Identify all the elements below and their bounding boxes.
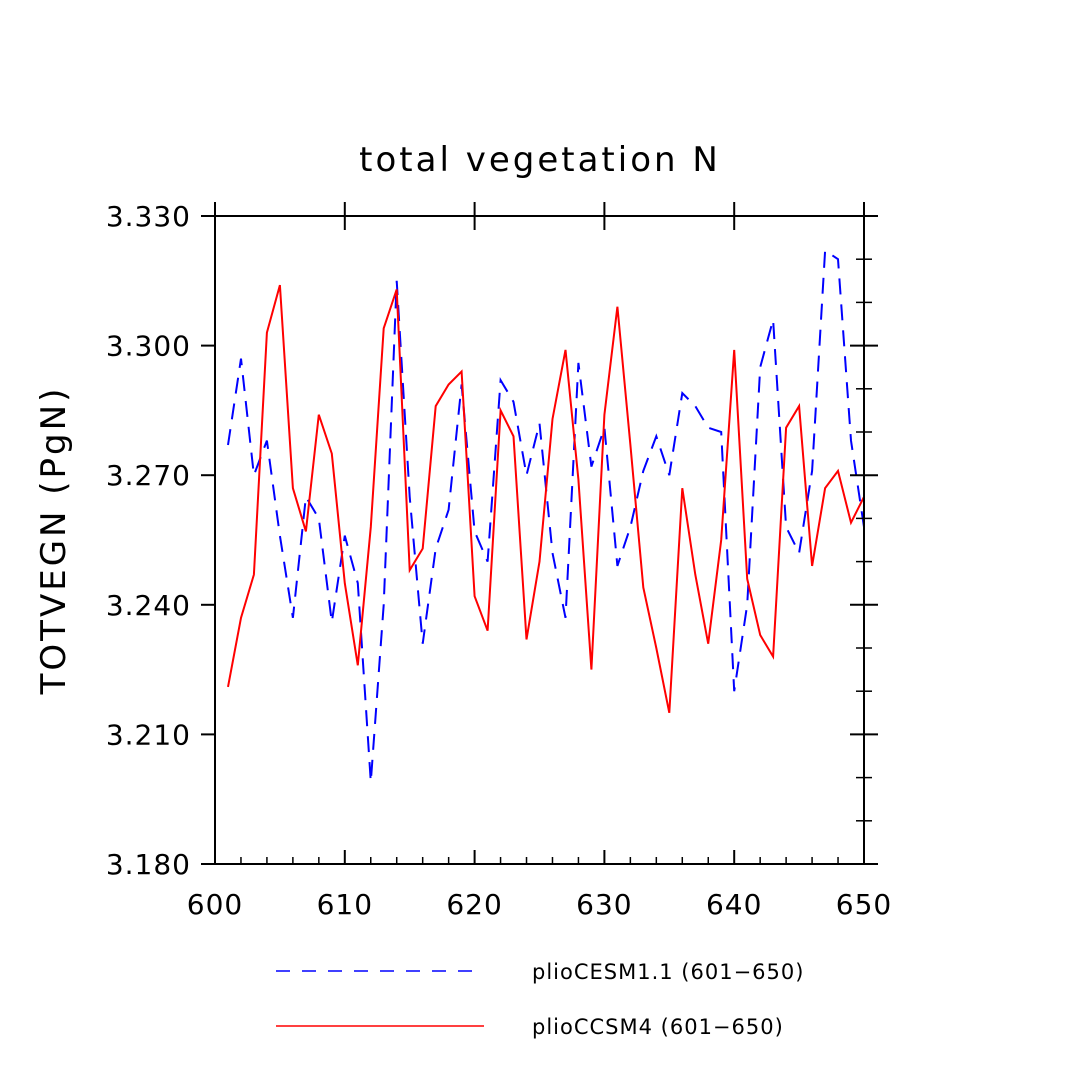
axes: 600 610 620 630 640 650 3.180 3.210 3.240 3.270 3.… — [106, 200, 892, 921]
x-tick-label: 630 — [576, 888, 632, 921]
series-line-plioccsm4 — [227, 284, 865, 713]
y-tick-label: 3.300 — [106, 330, 191, 363]
y-tick-label: 3.180 — [106, 848, 191, 881]
plot-frame — [214, 215, 865, 865]
x-tick-label: 620 — [446, 888, 502, 921]
y-axis-label: TOTVEGN (PgN) — [34, 386, 74, 696]
x-tick-label: 640 — [706, 888, 762, 921]
legend: plioCESM1.1 (601−650) plioCCSM4 (601−650) — [276, 960, 804, 1039]
legend-label: plioCCSM4 (601−650) — [532, 1015, 784, 1039]
x-tick-label: 650 — [836, 888, 892, 921]
plot-area — [227, 248, 865, 782]
y-tick-label: 3.330 — [106, 200, 191, 233]
y-tick-label: 3.270 — [106, 459, 191, 492]
x-tick-label: 600 — [187, 888, 243, 921]
y-tick-label: 3.210 — [106, 718, 191, 751]
legend-label: plioCESM1.1 (601−650) — [532, 960, 804, 984]
x-tick-label: 610 — [317, 888, 373, 921]
chart-title: total vegetation N — [359, 140, 721, 180]
y-tick-label: 3.240 — [106, 589, 191, 622]
